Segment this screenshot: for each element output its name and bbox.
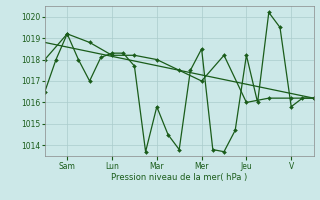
X-axis label: Pression niveau de la mer( hPa ): Pression niveau de la mer( hPa )	[111, 173, 247, 182]
